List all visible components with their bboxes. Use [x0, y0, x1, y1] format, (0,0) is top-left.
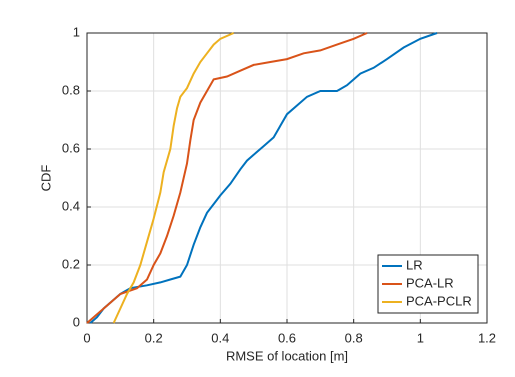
- y-tick-label: 0: [73, 314, 80, 329]
- x-tick-label: 0.2: [145, 330, 163, 345]
- legend-label: PCA-LR: [406, 275, 454, 290]
- x-tick-label: 0.6: [278, 330, 296, 345]
- x-tick-label: 1: [417, 330, 424, 345]
- x-tick-label: 0.4: [211, 330, 229, 345]
- y-axis-label: CDF: [38, 165, 53, 192]
- x-tick-label: 0: [83, 330, 90, 345]
- legend-label: LR: [406, 257, 423, 272]
- legend-label: PCA-PCLR: [406, 293, 472, 308]
- y-tick-label: 1: [73, 24, 80, 39]
- x-tick-label: 1.2: [478, 330, 496, 345]
- x-tick-label: 0.8: [345, 330, 363, 345]
- axes-box: [86, 32, 488, 324]
- cdf-line: [89, 32, 438, 324]
- y-tick-label: 0.6: [62, 140, 80, 155]
- y-tick-label: 0.2: [62, 256, 80, 271]
- x-axis-label: RMSE of location [m]: [226, 348, 348, 363]
- cdf-line: [112, 32, 235, 324]
- y-tick-label: 0.4: [62, 198, 80, 213]
- cdf-line: [86, 32, 368, 324]
- y-tick-label: 0.8: [62, 82, 80, 97]
